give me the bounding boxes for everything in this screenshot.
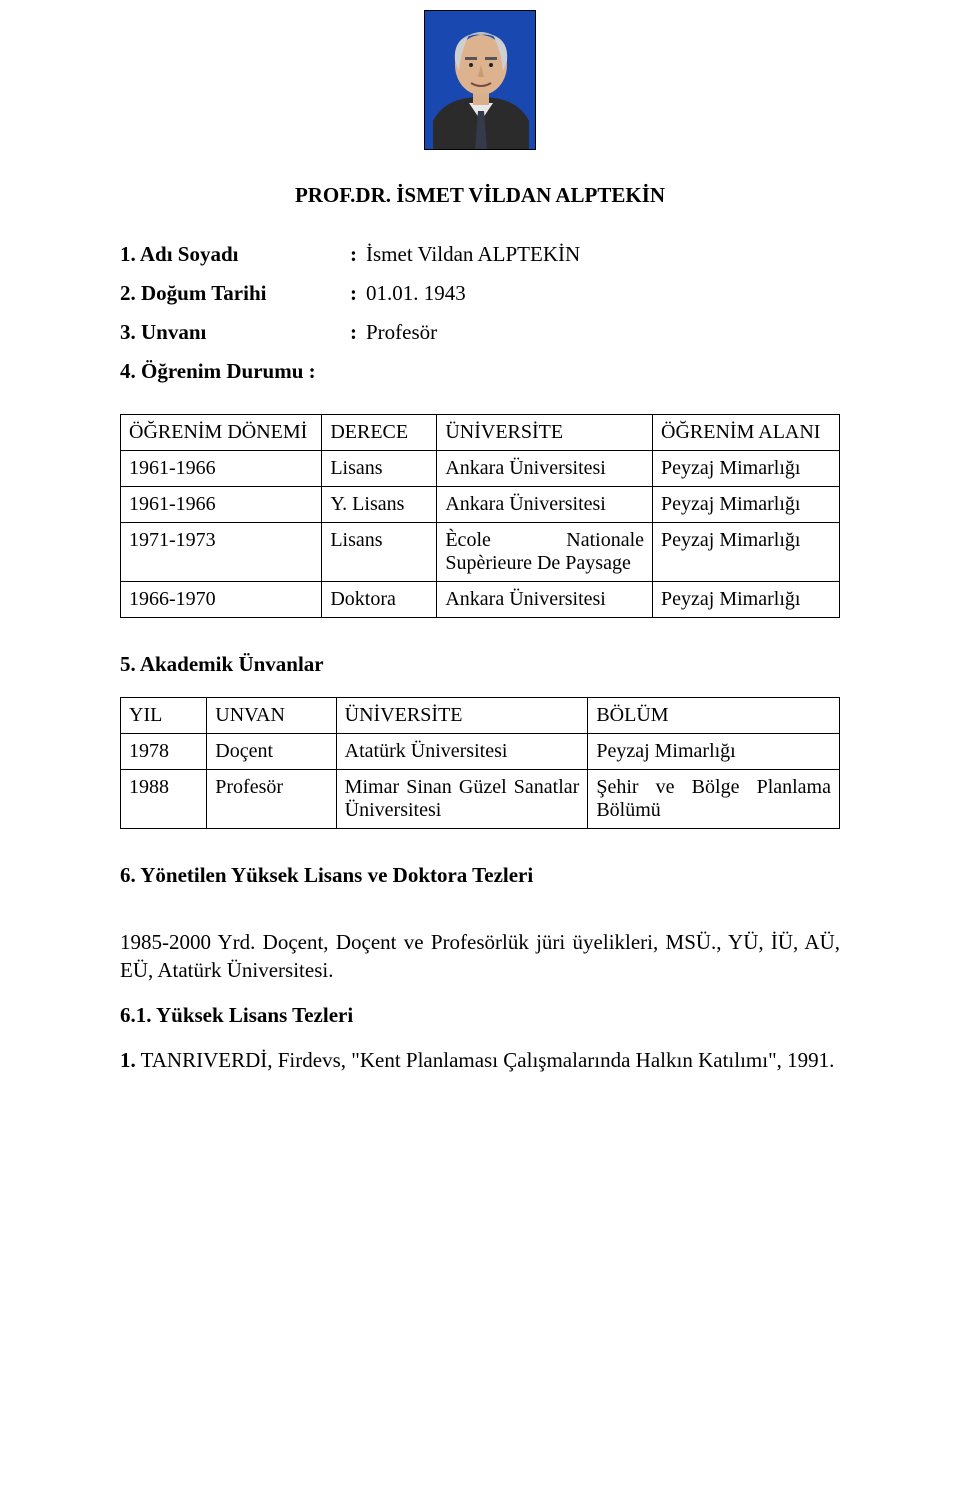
info-value: İsmet Vildan ALPTEKİN <box>366 242 580 267</box>
table-row: 1988 Profesör Mimar Sinan Güzel Sanatlar… <box>121 770 840 829</box>
info-num: 3. <box>120 320 136 344</box>
td: Ankara Üniversitesi <box>437 451 653 487</box>
pub-text: TANRIVERDİ, Firdevs, "Kent Planlaması Ça… <box>136 1048 835 1072</box>
info-label: 1. Adı Soyadı <box>120 242 350 267</box>
th: ÖĞRENİM DÖNEMİ <box>121 415 322 451</box>
cv-page: PROF.DR. İSMET VİLDAN ALPTEKİN 1. Adı So… <box>0 0 960 1114</box>
td: Ècole Nationale Supèrieure De Paysage <box>437 523 653 582</box>
td: 1971-1973 <box>121 523 322 582</box>
table-row: 1978 Doçent Atatürk Üniversitesi Peyzaj … <box>121 734 840 770</box>
td: 1966-1970 <box>121 582 322 618</box>
education-table: ÖĞRENİM DÖNEMİ DERECE ÜNİVERSİTE ÖĞRENİM… <box>120 414 840 618</box>
info-sep: : <box>350 281 366 306</box>
td: Şehir ve Bölge Planlama Bölümü <box>588 770 840 829</box>
personal-info: 1. Adı Soyadı : İsmet Vildan ALPTEKİN 2.… <box>120 242 840 384</box>
table-row: 1966-1970 Doktora Ankara Üniversitesi Pe… <box>121 582 840 618</box>
info-row-dob: 2. Doğum Tarihi : 01.01. 1943 <box>120 281 840 306</box>
td: Atatürk Üniversitesi <box>336 734 588 770</box>
th: ÜNİVERSİTE <box>437 415 653 451</box>
td: Peyzaj Mimarlığı <box>653 523 840 582</box>
info-label-text: Öğrenim Durumu : <box>141 359 316 383</box>
info-sep: : <box>350 242 366 267</box>
section-6-heading: 6. Yönetilen Yüksek Lisans ve Doktora Te… <box>120 863 840 888</box>
table-row: 1961-1966 Y. Lisans Ankara Üniversitesi … <box>121 487 840 523</box>
profile-photo <box>424 10 536 150</box>
info-label: 2. Doğum Tarihi <box>120 281 350 306</box>
info-label-text: Unvanı <box>141 320 206 344</box>
td: Peyzaj Mimarlığı <box>653 487 840 523</box>
td: Profesör <box>207 770 336 829</box>
td: Y. Lisans <box>322 487 437 523</box>
th: BÖLÜM <box>588 698 840 734</box>
publication-item: 1. TANRIVERDİ, Firdevs, "Kent Planlaması… <box>120 1046 840 1074</box>
td: Ankara Üniversitesi <box>437 582 653 618</box>
td: Doçent <box>207 734 336 770</box>
info-label-text: Adı Soyadı <box>140 242 239 266</box>
info-num: 1. <box>120 242 136 266</box>
info-label-text: Doğum Tarihi <box>141 281 266 305</box>
th: ÜNİVERSİTE <box>336 698 588 734</box>
info-label: 4. Öğrenim Durumu : <box>120 359 350 384</box>
info-row-education: 4. Öğrenim Durumu : <box>120 359 840 384</box>
info-sep: : <box>350 320 366 345</box>
td: Peyzaj Mimarlığı <box>653 451 840 487</box>
info-value: 01.01. 1943 <box>366 281 466 306</box>
info-num: 2. <box>120 281 136 305</box>
page-title: PROF.DR. İSMET VİLDAN ALPTEKİN <box>120 183 840 208</box>
th: ÖĞRENİM ALANI <box>653 415 840 451</box>
th: UNVAN <box>207 698 336 734</box>
td: Peyzaj Mimarlığı <box>653 582 840 618</box>
td: Peyzaj Mimarlığı <box>588 734 840 770</box>
td: 1988 <box>121 770 207 829</box>
section-5-heading: 5. Akademik Ünvanlar <box>120 652 840 677</box>
info-label: 3. Unvanı <box>120 320 350 345</box>
th: YIL <box>121 698 207 734</box>
td: 1961-1966 <box>121 487 322 523</box>
td: Ankara Üniversitesi <box>437 487 653 523</box>
info-row-title: 3. Unvanı : Profesör <box>120 320 840 345</box>
info-row-name: 1. Adı Soyadı : İsmet Vildan ALPTEKİN <box>120 242 840 267</box>
jury-text: 1985-2000 Yrd. Doçent, Doçent ve Profesö… <box>120 928 840 985</box>
portrait-icon <box>425 11 536 150</box>
info-num: 4. <box>120 359 136 383</box>
table-row: 1961-1966 Lisans Ankara Üniversitesi Pey… <box>121 451 840 487</box>
td: 1961-1966 <box>121 451 322 487</box>
photo-container <box>120 0 840 155</box>
th: DERECE <box>322 415 437 451</box>
td: 1978 <box>121 734 207 770</box>
academic-titles-table: YIL UNVAN ÜNİVERSİTE BÖLÜM 1978 Doçent A… <box>120 697 840 829</box>
td: Mimar Sinan Güzel Sanatlar Üniversitesi <box>336 770 588 829</box>
table-row: 1971-1973 Lisans Ècole Nationale Supèrie… <box>121 523 840 582</box>
table-header-row: ÖĞRENİM DÖNEMİ DERECE ÜNİVERSİTE ÖĞRENİM… <box>121 415 840 451</box>
pub-num: 1. <box>120 1048 136 1072</box>
td: Lisans <box>322 451 437 487</box>
table-header-row: YIL UNVAN ÜNİVERSİTE BÖLÜM <box>121 698 840 734</box>
td: Lisans <box>322 523 437 582</box>
info-value: Profesör <box>366 320 437 345</box>
section-6-1-heading: 6.1. Yüksek Lisans Tezleri <box>120 1003 840 1028</box>
td: Doktora <box>322 582 437 618</box>
